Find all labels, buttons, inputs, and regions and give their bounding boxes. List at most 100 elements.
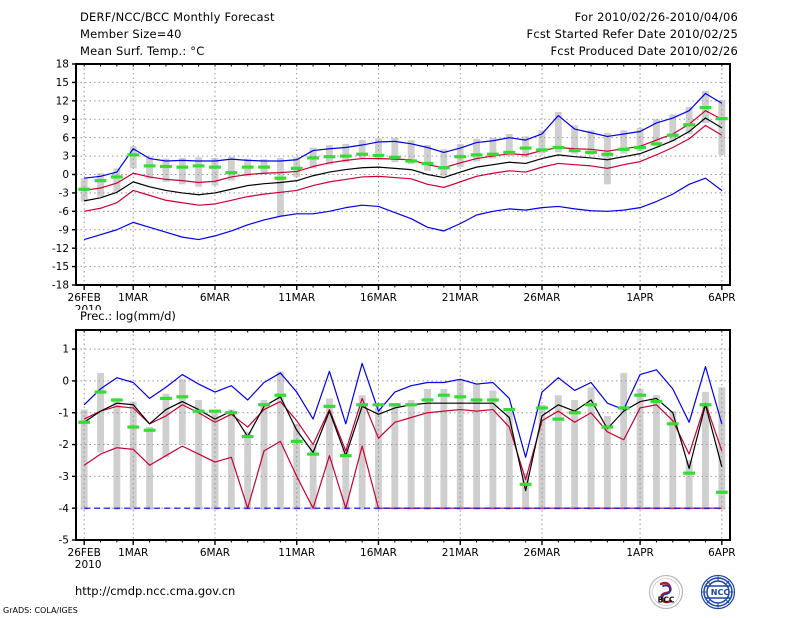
spread-bar	[227, 409, 235, 510]
observed-marker-group	[78, 105, 728, 191]
bcc-logo: BCC	[648, 574, 684, 610]
spread-bar	[603, 415, 611, 510]
spread-bar	[636, 388, 644, 510]
spread-bar	[276, 371, 284, 510]
spread-bar-group	[80, 91, 726, 217]
spread-bar	[342, 143, 350, 163]
svg-text:BCC: BCC	[658, 596, 675, 605]
y-tick-label: 0	[62, 169, 69, 181]
x-tick-label: 26FEB	[68, 292, 101, 304]
spread-bar-group	[80, 371, 726, 510]
spread-bar	[620, 372, 628, 510]
x-tick-label: 21MAR	[442, 547, 479, 559]
y-tick-label: -2	[59, 439, 69, 451]
spread-bar	[391, 137, 399, 163]
spread-bar	[669, 114, 677, 142]
x-axis-year-label: 2010	[75, 559, 102, 571]
ncc-logo: NCC	[700, 574, 736, 610]
spread-bar	[489, 390, 497, 510]
spread-bar	[325, 398, 333, 510]
series-mean	[84, 117, 723, 202]
chart-title: DERF/NCC/BCC Monthly Forecast	[80, 10, 275, 24]
spread-bar	[178, 157, 186, 185]
x-tick-label: 21MAR	[442, 292, 479, 304]
spread-bar	[587, 387, 595, 510]
spread-bar	[407, 140, 415, 165]
temp-panel-title: Mean Surf. Temp.: °C	[80, 44, 205, 58]
fcst-produced-label: Fcst Produced Date 2010/02/26	[550, 44, 738, 58]
source-url[interactable]: http://cmdp.ncc.cma.gov.cn	[75, 584, 236, 598]
y-tick-label: -1	[59, 407, 69, 419]
y-tick-label: -3	[59, 188, 69, 200]
x-tick-label: 16MAR	[360, 292, 397, 304]
y-tick-label: 15	[56, 77, 69, 89]
spread-bar	[227, 156, 235, 181]
y-axis: 1 0 -1 -2 -3 -4 -5	[59, 344, 76, 547]
y-tick-label: 1	[62, 344, 69, 356]
spread-bar	[146, 156, 154, 179]
y-tick-label: 9	[62, 114, 69, 126]
spread-bar	[375, 138, 382, 160]
series-mean	[83, 396, 723, 492]
series-envelope-high	[84, 92, 723, 179]
series-envelope-low	[83, 177, 723, 241]
series-envelope-high	[83, 362, 723, 458]
x-axis: 26FEB 1MAR 6MAR 11MAR 16MAR 21MAR 26MAR 1APR 6AP…	[68, 330, 736, 571]
spread-bar	[505, 407, 513, 510]
spread-bar	[685, 106, 693, 134]
spread-bar	[358, 140, 366, 160]
spread-bar	[358, 395, 366, 510]
y-axis: 18 15 12 9 6 3 0 -3 -6 -9 -12 -15 -18	[52, 59, 76, 292]
spread-bar	[652, 119, 660, 147]
spread-bar	[129, 401, 137, 510]
x-tick-label: 1MAR	[118, 547, 148, 559]
spread-bar	[669, 411, 677, 510]
y-tick-label: 12	[56, 95, 69, 107]
spread-bar	[620, 130, 628, 154]
spread-bar	[342, 449, 350, 510]
prec-panel-title: Prec.: log(mm/d)	[80, 309, 176, 323]
y-tick-label: -18	[52, 280, 69, 292]
spread-bar	[456, 379, 464, 510]
y-tick-label: -5	[59, 535, 69, 547]
y-tick-label: 3	[62, 151, 69, 163]
y-tick-label: -3	[59, 471, 69, 483]
spread-bar	[587, 130, 595, 155]
spread-bar	[473, 384, 481, 510]
spread-bar	[97, 372, 104, 453]
grads-credit: GrADS: COLA/IGES	[3, 606, 78, 615]
y-tick-label: 0	[62, 376, 69, 388]
plot-frame	[75, 329, 731, 541]
x-tick-label: 6APR	[708, 547, 736, 559]
forecast-period-label: For 2010/02/26-2010/04/06	[574, 10, 738, 24]
x-axis: 26FEB 1MAR 6MAR 11MAR 16MAR 21MAR 26MAR 1APR 6AP…	[68, 64, 736, 310]
spread-bar	[146, 427, 154, 510]
spread-bar	[309, 444, 317, 510]
spread-bar	[554, 111, 562, 153]
y-tick-label: -12	[52, 243, 69, 255]
spread-bar	[129, 146, 137, 169]
spread-bar	[260, 400, 268, 510]
spread-bar	[162, 158, 170, 182]
spread-bar	[407, 400, 415, 510]
spread-bar	[571, 125, 579, 154]
spread-bar	[97, 173, 104, 197]
y-tick-label: 6	[62, 132, 69, 144]
x-tick-label: 11MAR	[278, 292, 315, 304]
spread-bar	[276, 157, 284, 217]
spread-bar	[505, 133, 513, 157]
x-tick-label: 16MAR	[360, 547, 397, 559]
spread-bar	[293, 423, 301, 510]
spread-bar	[391, 403, 399, 510]
spread-bar	[554, 395, 562, 510]
y-tick-label: -6	[59, 206, 70, 218]
spread-bar	[113, 168, 121, 192]
x-tick-label: 6MAR	[200, 547, 230, 559]
precipitation-panel: 1 0 -1 -2 -3 -4 -5 26FEB 1MAR 6MAR 11MAR 16MAR 21MAR…	[0, 325, 800, 575]
spread-bar	[571, 400, 579, 510]
x-tick-label: 6MAR	[200, 292, 230, 304]
temperature-panel: 18 15 12 9 6 3 0 -3 -6 -9 -12 -15 -18 26FEB 1MAR 6MAR 11…	[0, 55, 800, 310]
y-tick-label: -15	[52, 261, 69, 273]
